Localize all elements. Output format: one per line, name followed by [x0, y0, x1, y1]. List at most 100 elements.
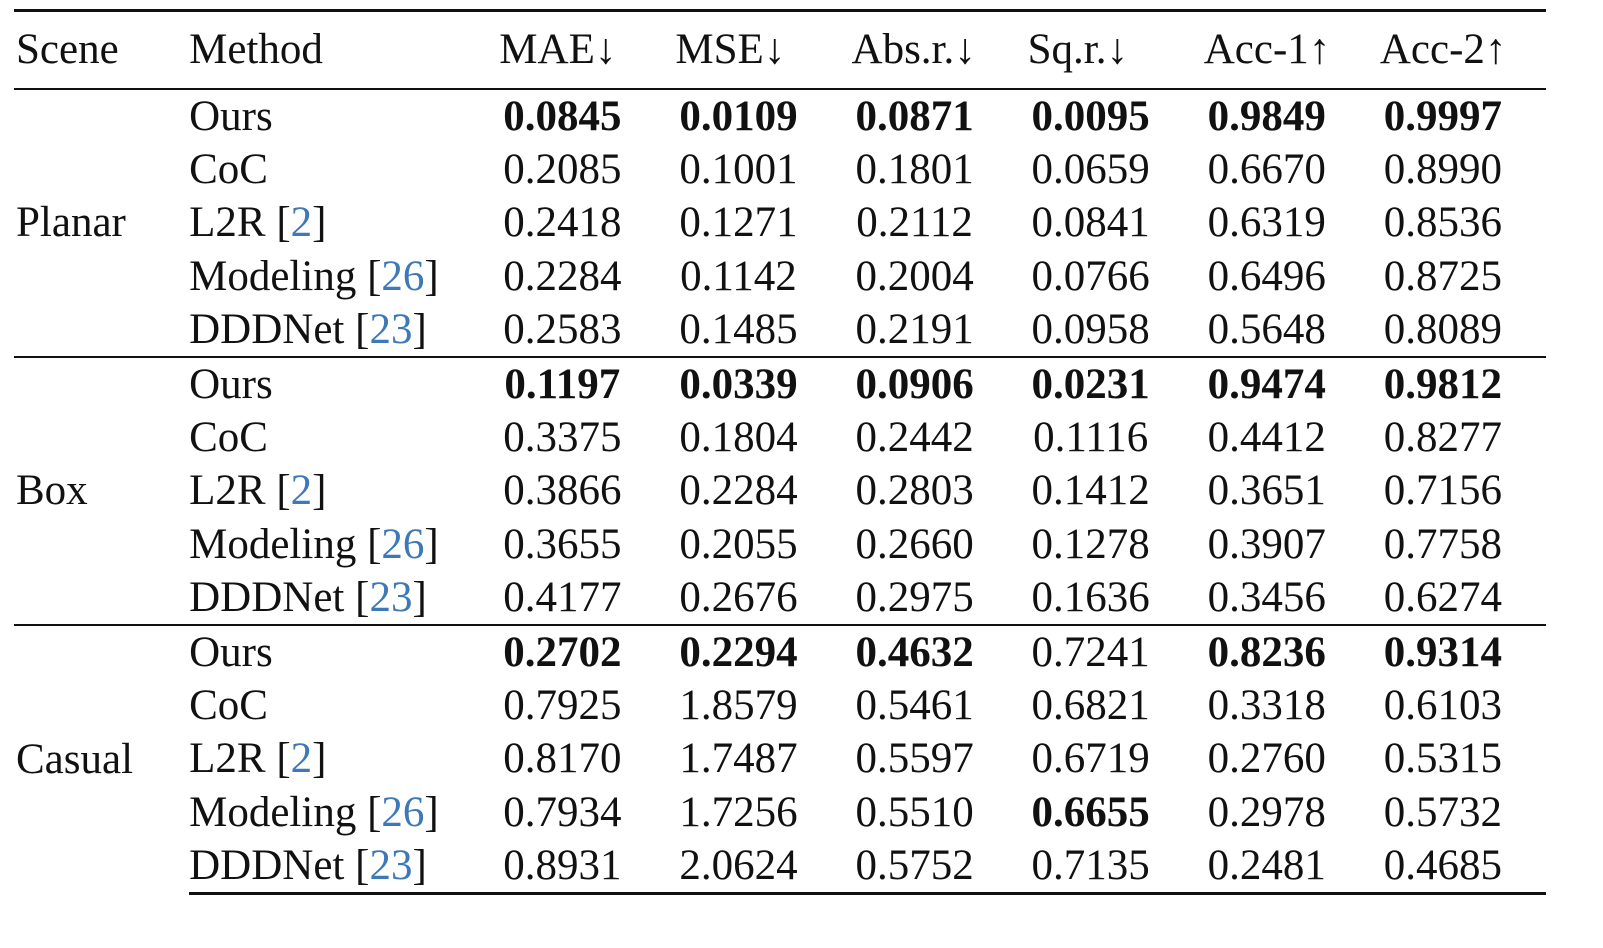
- method-cell: DDDNet [23]: [189, 571, 489, 625]
- table-row: Box Ours 0.1197 0.0339 0.0906 0.0231 0.9474 0.9…: [14, 356, 1546, 626]
- metric-value: 0.6103: [1383, 682, 1503, 730]
- metric-value: 0.6821: [1031, 682, 1150, 730]
- metric-value: 0.2481: [1193, 838, 1370, 896]
- group-casual: Casual Ours 0.2702 0.2294 0.4632 0.7241 0.8236…: [14, 624, 1546, 896]
- metric-value: 0.4685: [1369, 838, 1546, 896]
- header-mae: MAE↓: [489, 9, 666, 90]
- metric-value: 0.0339: [665, 356, 842, 412]
- results-table-container: Scene Method MAE↓ MSE↓ Abs.r.↓ Sq.r.↓ Ac…: [14, 9, 1546, 896]
- citation-link[interactable]: 23: [369, 573, 413, 621]
- header-abs-rel: Abs.r.↓: [841, 9, 1018, 90]
- citation-bracket-close: ]: [424, 520, 439, 568]
- citation-link[interactable]: 26: [381, 788, 425, 836]
- citation-link[interactable]: 23: [369, 305, 413, 353]
- citation-bracket-open: [: [356, 520, 382, 568]
- metric-value: 0.0095: [1031, 93, 1150, 140]
- metric-value: 0.0958: [1031, 305, 1150, 353]
- metric-value: 1.7256: [679, 788, 798, 836]
- metric-value: 0.6319: [1207, 199, 1326, 247]
- metric-value: 0.2085: [503, 146, 622, 194]
- header-acc-1: Acc-1↑: [1193, 9, 1370, 90]
- scene-label: Planar: [16, 199, 126, 247]
- citation-bracket-close: ]: [424, 252, 439, 300]
- metric-value: 0.2583: [503, 305, 622, 353]
- metric-value: 0.0845: [503, 93, 622, 140]
- metric-value: 0.2055: [679, 520, 798, 568]
- metric-value: 0.4412: [1207, 414, 1326, 462]
- metric-value: 0.9997: [1383, 93, 1503, 140]
- header-mse: MSE↓: [665, 9, 842, 90]
- method-name: Ours: [189, 361, 273, 409]
- citation-link[interactable]: 26: [381, 252, 425, 300]
- metric-value: 0.2660: [855, 520, 974, 568]
- metric-value: 0.0659: [1031, 146, 1150, 194]
- method-cell: CoC: [189, 411, 489, 464]
- metric-value: 0.2004: [855, 252, 974, 300]
- metric-value: 0.6655: [1031, 788, 1150, 836]
- method-name: L2R: [189, 467, 266, 515]
- metric-value: 0.0871: [855, 93, 974, 140]
- citation-link[interactable]: 2: [290, 199, 313, 247]
- citation-bracket-open: [: [344, 573, 370, 621]
- method-name: CoC: [189, 146, 268, 194]
- table-row: DDDNet [23] 0.4177 0.2676 0.2975 0.1636 0.345…: [14, 571, 1546, 625]
- metric-value: 0.3318: [1207, 682, 1326, 730]
- metric-value: 0.1485: [679, 305, 798, 353]
- method-cell: Ours: [189, 624, 490, 680]
- method-name: CoC: [189, 414, 268, 462]
- header-acc-2: Acc-2↑: [1369, 9, 1546, 90]
- citation-bracket-close: ]: [412, 573, 427, 621]
- header-method: Method: [189, 9, 490, 90]
- metric-value: 0.7135: [1017, 838, 1194, 896]
- metric-value: 0.7758: [1383, 520, 1503, 568]
- metric-value: 0.3907: [1207, 520, 1326, 568]
- group-box: Box Ours 0.1197 0.0339 0.0906 0.0231 0.9474 0.9…: [14, 356, 1546, 626]
- metric-value: 0.5597: [855, 735, 974, 783]
- method-cell: CoC: [189, 143, 489, 196]
- metric-value: 0.8089: [1383, 305, 1503, 353]
- table-row: L2R [2] 0.2418 0.1271 0.2112 0.0841 0.6319 0.8…: [14, 196, 1546, 249]
- citation-bracket-close: ]: [412, 305, 427, 353]
- header-row: Scene Method MAE↓ MSE↓ Abs.r.↓ Sq.r.↓ Ac…: [14, 9, 1546, 90]
- citation-bracket-close: ]: [312, 467, 327, 515]
- citation-bracket-open: [: [356, 252, 382, 300]
- citation-bracket-open: [: [265, 735, 291, 783]
- metric-value: 0.0766: [1031, 252, 1150, 300]
- table-row: Modeling [26] 0.2284 0.1142 0.2004 0.0766 0.6…: [14, 250, 1546, 303]
- method-name: L2R: [189, 735, 266, 783]
- table-row: DDDNet [23] 0.8931 2.0624 0.5752 0.7135 0.248…: [14, 838, 1546, 896]
- metric-value: 0.7156: [1383, 467, 1503, 515]
- metric-value: 0.0231: [1017, 356, 1194, 412]
- metric-value: 0.5732: [1383, 788, 1503, 836]
- table-row: CoC 0.3375 0.1804 0.2442 0.1116 0.4412 0.8277: [14, 411, 1546, 464]
- metric-value: 0.0906: [841, 356, 1018, 412]
- method-cell: Ours: [189, 89, 489, 143]
- metric-value: 0.3866: [503, 467, 622, 515]
- metric-value: 0.1142: [680, 252, 797, 300]
- table-row: CoC 0.2085 0.1001 0.1801 0.0659 0.6670 0.8990: [14, 143, 1546, 196]
- method-cell: Modeling [26]: [189, 786, 489, 839]
- table-row: CoC 0.7925 1.8579 0.5461 0.6821 0.3318 0.6103: [14, 679, 1546, 732]
- citation-link[interactable]: 2: [290, 467, 313, 515]
- citation-bracket-close: ]: [412, 841, 427, 889]
- method-cell: L2R [2]: [189, 196, 489, 249]
- metric-value: 0.8725: [1383, 252, 1503, 300]
- citation-link[interactable]: 26: [381, 520, 425, 568]
- header-scene: Scene: [14, 9, 190, 90]
- method-cell: DDDNet [23]: [189, 303, 489, 357]
- citation-link[interactable]: 2: [290, 735, 313, 783]
- metric-value: 0.2978: [1207, 788, 1326, 836]
- metric-value: 0.9314: [1369, 624, 1546, 680]
- metric-value: 0.1412: [1031, 467, 1150, 515]
- metric-value: 0.5315: [1383, 735, 1503, 783]
- metric-value: 0.6274: [1383, 573, 1503, 621]
- metric-value: 0.4177: [503, 573, 622, 621]
- metric-value: 0.1804: [679, 414, 798, 462]
- metric-value: 0.6719: [1031, 735, 1150, 783]
- citation-link[interactable]: 23: [369, 841, 413, 889]
- metric-value: 0.1116: [1033, 414, 1149, 462]
- metric-value: 0.2760: [1207, 735, 1326, 783]
- metric-value: 0.1271: [679, 199, 798, 247]
- citation-bracket-close: ]: [424, 788, 439, 836]
- results-table: Scene Method MAE↓ MSE↓ Abs.r.↓ Sq.r.↓ Ac…: [14, 9, 1546, 896]
